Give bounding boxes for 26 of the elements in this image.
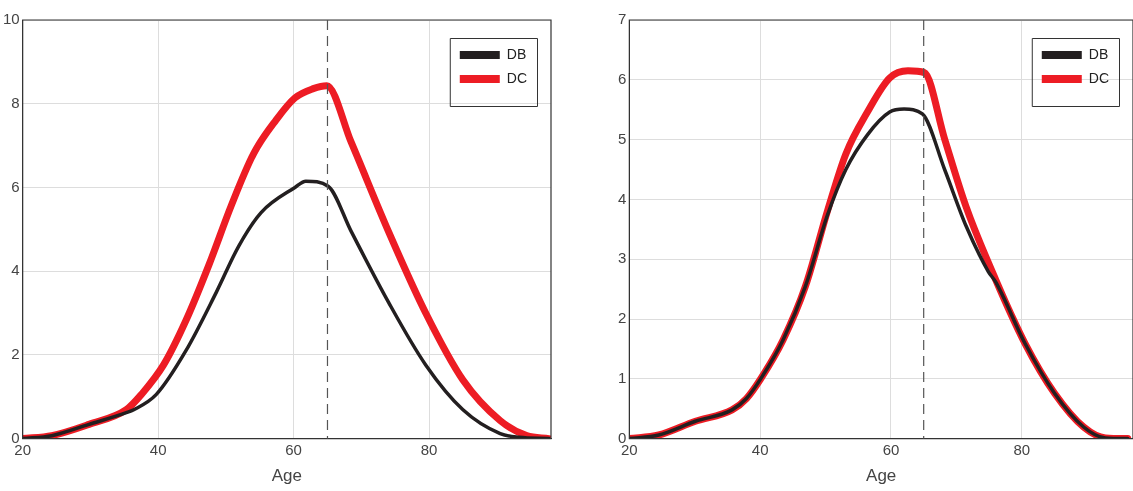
y-tick-label: 10 xyxy=(3,10,20,28)
y-tick-label: 1 xyxy=(618,368,627,386)
legend-label: DB xyxy=(506,45,527,62)
x-tick-label: 40 xyxy=(751,440,769,458)
y-tick-label: 7 xyxy=(618,10,627,28)
y-tick-label: 2 xyxy=(11,345,20,363)
y-tick-label: 3 xyxy=(618,249,627,267)
y-tick-label: 6 xyxy=(11,177,20,195)
x-tick-label: 80 xyxy=(420,440,438,458)
y-tick-label: 8 xyxy=(11,93,20,111)
y-tick-label: 6 xyxy=(618,69,627,87)
x-tick-label: 60 xyxy=(882,440,900,458)
legend-label: DC xyxy=(506,69,528,86)
legend-label: DC xyxy=(1088,69,1110,86)
x-axis-title: Age xyxy=(271,466,302,486)
y-tick-label: 2 xyxy=(618,309,627,327)
y-tick-label: 4 xyxy=(11,261,20,279)
x-axis-title: Age xyxy=(866,466,897,486)
x-tick-label: 80 xyxy=(1013,440,1031,458)
y-tick-label: 4 xyxy=(618,189,627,207)
y-tick-label: 0 xyxy=(11,428,20,446)
y-tick-label: 0 xyxy=(618,428,627,446)
x-tick-label: 40 xyxy=(149,440,167,458)
x-tick-label: 60 xyxy=(285,440,302,458)
legend-label: DB xyxy=(1088,45,1109,62)
y-tick-label: 5 xyxy=(618,129,627,147)
